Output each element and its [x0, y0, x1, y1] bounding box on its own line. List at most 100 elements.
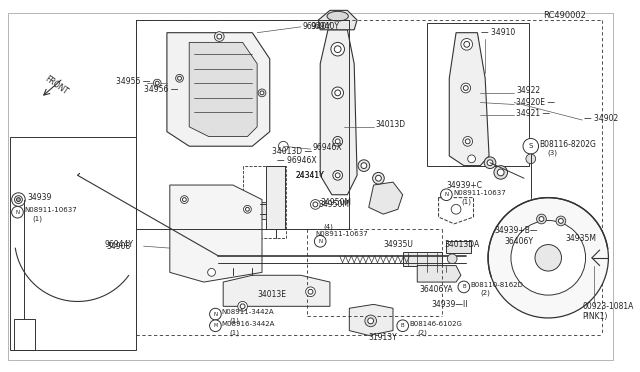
Text: 34950M: 34950M — [318, 200, 349, 209]
Circle shape — [182, 198, 186, 202]
Circle shape — [175, 74, 184, 82]
Circle shape — [372, 172, 384, 184]
Polygon shape — [318, 10, 357, 30]
Circle shape — [15, 196, 22, 203]
Ellipse shape — [327, 11, 348, 21]
Circle shape — [461, 39, 472, 50]
Circle shape — [468, 155, 476, 163]
Text: 36406YA: 36406YA — [419, 285, 453, 294]
Circle shape — [511, 221, 586, 295]
Polygon shape — [170, 185, 262, 282]
Circle shape — [278, 141, 288, 151]
Circle shape — [523, 138, 538, 154]
Bar — [403, 252, 442, 266]
Circle shape — [12, 206, 23, 218]
Polygon shape — [320, 30, 357, 195]
Circle shape — [461, 83, 470, 93]
Text: (2): (2) — [481, 289, 490, 296]
Circle shape — [335, 139, 340, 144]
Text: N: N — [318, 239, 323, 244]
Text: 34013DA: 34013DA — [444, 240, 479, 249]
Text: PINK1): PINK1) — [582, 311, 607, 321]
Text: 31913Y: 31913Y — [369, 333, 397, 342]
Circle shape — [335, 173, 340, 178]
Text: B: B — [462, 285, 466, 289]
Circle shape — [365, 315, 376, 327]
Circle shape — [494, 166, 508, 179]
Text: N08911-10637: N08911-10637 — [24, 207, 77, 213]
Text: 00923-1081A: 00923-1081A — [582, 302, 634, 311]
Polygon shape — [223, 275, 330, 306]
Bar — [10, 137, 136, 350]
Polygon shape — [167, 33, 269, 146]
Polygon shape — [369, 182, 403, 214]
Text: 96940Y: 96940Y — [303, 22, 332, 31]
Text: (1): (1) — [461, 198, 471, 205]
Circle shape — [368, 318, 374, 324]
Circle shape — [451, 205, 461, 214]
Text: 34956 —: 34956 — — [143, 86, 178, 94]
Text: N: N — [444, 192, 449, 197]
Text: — 96946X: — 96946X — [276, 156, 316, 165]
Circle shape — [313, 202, 318, 207]
Text: S: S — [529, 143, 533, 149]
Circle shape — [458, 281, 470, 293]
Text: 34013D —: 34013D — — [272, 147, 312, 155]
Circle shape — [447, 254, 457, 264]
Text: N08911-10637: N08911-10637 — [316, 231, 368, 237]
Circle shape — [207, 269, 216, 276]
Text: 24341Y: 24341Y — [296, 171, 324, 180]
Circle shape — [539, 217, 544, 221]
Text: 34956 —: 34956 — — [116, 77, 151, 86]
Circle shape — [12, 193, 25, 206]
Circle shape — [308, 289, 313, 294]
Polygon shape — [349, 304, 393, 336]
Circle shape — [526, 154, 536, 164]
Text: 34939+B—: 34939+B— — [495, 226, 538, 235]
Text: 96944Y: 96944Y — [105, 240, 134, 249]
Text: 96946X: 96946X — [312, 143, 342, 152]
Circle shape — [180, 196, 188, 203]
Bar — [252, 202, 266, 219]
Circle shape — [397, 320, 408, 331]
Circle shape — [465, 139, 470, 144]
Polygon shape — [417, 266, 461, 282]
Circle shape — [258, 89, 266, 97]
Polygon shape — [449, 33, 489, 166]
Text: 34935U: 34935U — [383, 240, 413, 249]
Circle shape — [331, 42, 344, 56]
Text: B: B — [401, 323, 404, 328]
Text: 34013E: 34013E — [257, 290, 286, 299]
Circle shape — [156, 81, 159, 85]
Text: (3): (3) — [547, 150, 557, 156]
Text: 34908: 34908 — [107, 242, 131, 251]
Text: N: N — [213, 312, 218, 317]
Circle shape — [376, 175, 381, 181]
Text: 34921 —: 34921 — — [516, 109, 550, 118]
Circle shape — [497, 169, 504, 176]
Text: 34935M: 34935M — [566, 234, 596, 243]
Text: (4): (4) — [323, 224, 333, 230]
Polygon shape — [189, 42, 257, 137]
Circle shape — [488, 198, 609, 318]
Text: N08911-3442A: N08911-3442A — [221, 309, 274, 315]
Bar — [13, 319, 35, 350]
Circle shape — [559, 218, 563, 223]
Circle shape — [237, 301, 248, 311]
Circle shape — [440, 189, 452, 201]
Circle shape — [246, 207, 250, 211]
Text: 34920E —: 34920E — — [516, 98, 556, 107]
Text: M08916-3442A: M08916-3442A — [221, 321, 275, 327]
Circle shape — [217, 34, 221, 39]
Polygon shape — [527, 209, 573, 227]
Circle shape — [463, 137, 472, 146]
Circle shape — [358, 160, 370, 171]
Circle shape — [335, 90, 340, 96]
Circle shape — [334, 46, 341, 52]
Circle shape — [260, 91, 264, 95]
Circle shape — [333, 170, 342, 180]
Text: (1): (1) — [229, 329, 239, 336]
Circle shape — [464, 41, 470, 47]
Circle shape — [209, 320, 221, 331]
Text: 34939: 34939 — [27, 193, 52, 202]
